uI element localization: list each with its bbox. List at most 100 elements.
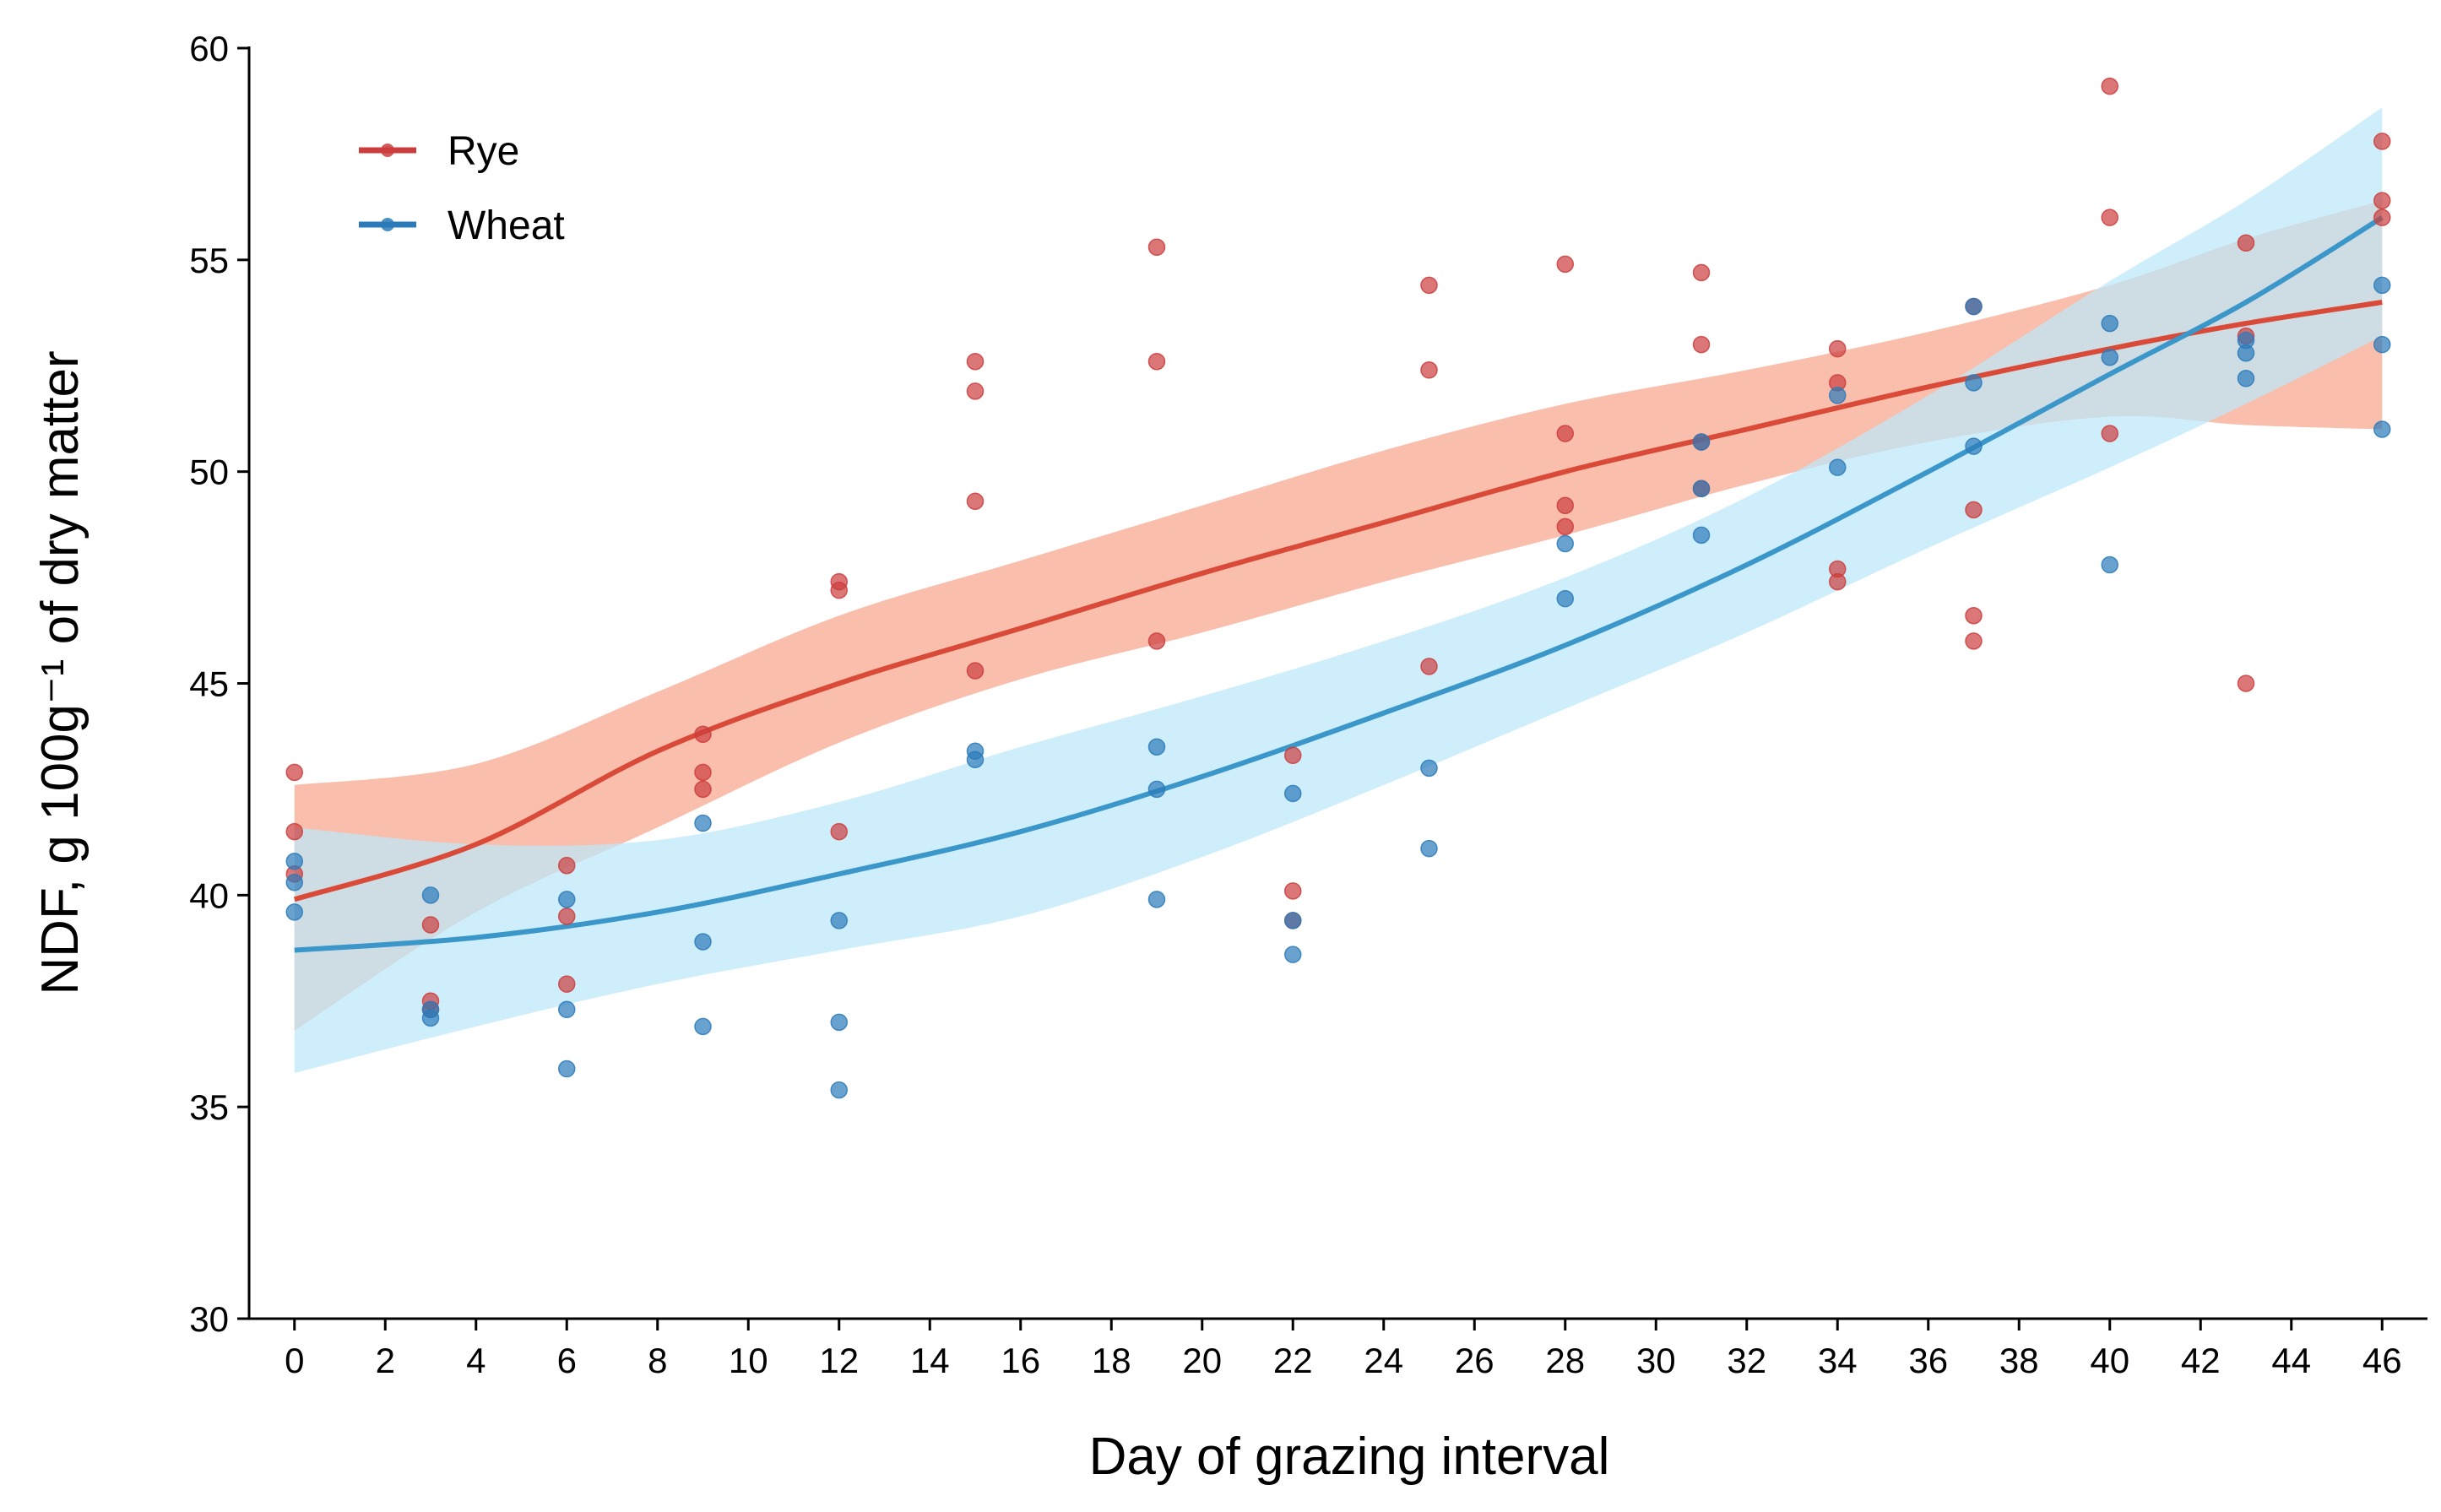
wheat-fit-line xyxy=(294,215,2384,953)
wheat-point xyxy=(1965,297,1983,316)
wheat-point xyxy=(2237,344,2255,362)
rye-point xyxy=(558,908,576,925)
x-tick-label: 26 xyxy=(1455,1341,1494,1380)
x-tick-label: 32 xyxy=(1727,1341,1766,1380)
wheat-point xyxy=(830,912,848,929)
rye-point xyxy=(558,975,576,993)
x-tick-label: 22 xyxy=(1273,1341,1313,1380)
wheat-point xyxy=(694,933,712,951)
wheat-point xyxy=(2373,276,2391,295)
rye-point xyxy=(2237,675,2255,692)
rye-point xyxy=(694,725,712,743)
wheat-point xyxy=(1147,891,1166,908)
rye-point xyxy=(1829,339,1847,358)
rye-point xyxy=(2101,77,2118,95)
rye-point xyxy=(1829,572,1847,591)
wheat-point xyxy=(1284,946,1302,963)
rye-point xyxy=(2373,192,2391,209)
x-tick-label: 8 xyxy=(648,1341,667,1380)
wheat-confidence-band xyxy=(294,107,2383,1074)
rye-point xyxy=(830,822,848,841)
rye-point xyxy=(966,382,985,400)
x-tick-label: 0 xyxy=(285,1341,304,1380)
y-tick-label: 50 xyxy=(189,453,229,492)
legend-wheat-marker xyxy=(381,218,394,231)
y-tick-label: 30 xyxy=(189,1299,229,1339)
wheat-point xyxy=(421,886,440,904)
x-tick-label: 2 xyxy=(376,1341,395,1380)
wheat-point xyxy=(1965,374,1983,392)
wheat-point xyxy=(1692,433,1711,451)
wheat-point xyxy=(1420,759,1438,778)
wheat-point xyxy=(1147,738,1166,756)
rye-point xyxy=(1420,276,1438,295)
rye-fit-line xyxy=(293,300,2383,902)
rye-point xyxy=(558,856,576,875)
wheat-point xyxy=(1965,437,1983,455)
rye-point xyxy=(2373,209,2391,226)
legend-item-wheat: Wheat xyxy=(359,203,565,248)
wheat-point xyxy=(1420,839,1438,858)
wheat-point xyxy=(694,1017,712,1036)
wheat-point xyxy=(2373,335,2391,354)
wheat-point xyxy=(2101,555,2118,574)
x-tick-label: 10 xyxy=(729,1341,768,1380)
legend-item-rye: Rye xyxy=(359,129,519,174)
legend-rye-label: Rye xyxy=(448,129,519,174)
rye-point xyxy=(1965,501,1983,519)
rye-point xyxy=(1556,518,1574,536)
rye-point xyxy=(694,780,712,799)
wheat-point xyxy=(1692,480,1711,497)
confidence-bands xyxy=(294,107,2383,1074)
x-tick-label: 12 xyxy=(819,1341,859,1380)
x-tick-label: 30 xyxy=(1636,1341,1676,1380)
rye-point xyxy=(830,581,848,599)
rye-point xyxy=(285,763,303,782)
y-axis-title: NDF, g 100g⁻¹ of dry matter xyxy=(31,350,90,994)
wheat-point xyxy=(694,814,712,832)
wheat-point xyxy=(1829,458,1847,476)
wheat-point xyxy=(1556,534,1574,553)
rye-point xyxy=(421,916,440,934)
x-tick-label: 20 xyxy=(1182,1341,1222,1380)
data-points xyxy=(285,77,2391,1099)
rye-point xyxy=(1692,335,1711,354)
legend-rye-marker xyxy=(381,144,394,157)
x-tick-label: 14 xyxy=(910,1341,950,1380)
x-tick-label: 36 xyxy=(1908,1341,1948,1380)
rye-point xyxy=(1692,263,1711,282)
rye-point xyxy=(1284,746,1302,765)
rye-point xyxy=(2101,425,2118,442)
rye-point xyxy=(1420,361,1438,379)
rye-confidence-band xyxy=(294,200,2383,1031)
wheat-point xyxy=(558,891,576,908)
rye-point xyxy=(2373,133,2391,150)
wheat-point xyxy=(2101,314,2118,333)
rye-point xyxy=(2237,234,2255,252)
rye-point xyxy=(1556,425,1574,442)
rye-point xyxy=(966,352,985,371)
legend: Rye Wheat xyxy=(359,129,565,248)
rye-point xyxy=(694,763,712,782)
x-tick-label: 28 xyxy=(1545,1341,1585,1380)
wheat-point xyxy=(2373,420,2391,438)
x-axis-title: Day of grazing interval xyxy=(1089,1428,1610,1486)
wheat-point xyxy=(421,1009,440,1027)
y-tick-label: 40 xyxy=(189,875,229,915)
x-tick-label: 4 xyxy=(466,1341,485,1380)
rye-point xyxy=(1965,606,1983,625)
y-tick-label: 60 xyxy=(189,29,229,68)
rye-point xyxy=(285,822,303,841)
x-tick-label: 44 xyxy=(2271,1341,2311,1380)
wheat-point xyxy=(285,874,303,891)
wheat-point xyxy=(1284,912,1302,929)
fit-lines xyxy=(293,215,2384,953)
x-tick-label: 24 xyxy=(1364,1341,1403,1380)
y-tick-label: 55 xyxy=(189,241,229,280)
wheat-point xyxy=(558,1000,576,1019)
legend-wheat-label: Wheat xyxy=(448,203,565,248)
wheat-point xyxy=(1829,387,1847,404)
x-tick-label: 40 xyxy=(2090,1341,2129,1380)
